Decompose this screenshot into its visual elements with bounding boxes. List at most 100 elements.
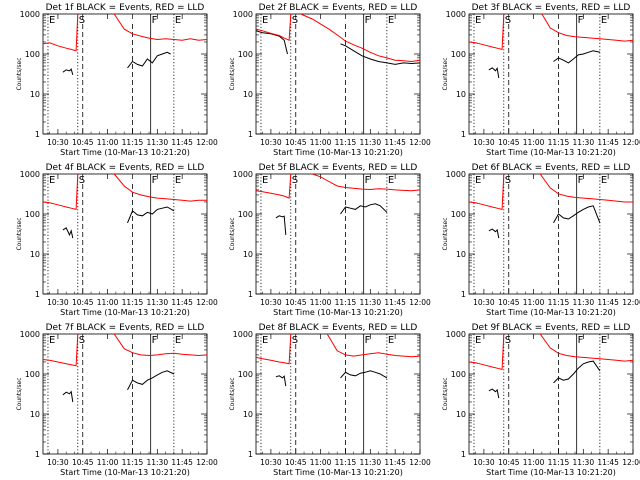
plot-frame bbox=[468, 173, 634, 295]
y-tick-label: 100 bbox=[238, 210, 253, 219]
plot-frame bbox=[468, 13, 634, 135]
marker-label: S bbox=[505, 175, 511, 186]
y-tick-label: 1000 bbox=[20, 330, 40, 339]
x-tick-label: 10:30 bbox=[47, 138, 69, 147]
y-tick-label: 1 bbox=[35, 450, 40, 459]
x-tick-label: 10:30 bbox=[47, 458, 69, 467]
x-tick-label: 10:45 bbox=[498, 298, 520, 307]
marker-label: S bbox=[292, 15, 298, 26]
y-tick-label: 10 bbox=[30, 410, 40, 419]
lld-series-line bbox=[42, 13, 79, 52]
events-series-line bbox=[62, 68, 74, 76]
x-tick-label: 10:45 bbox=[498, 458, 520, 467]
panel-det-7: Det 7f BLACK = Events, RED = LLD 1 10 100 10… bbox=[16, 323, 218, 477]
y-tick-label: 100 bbox=[451, 50, 466, 59]
y-tick-label: 100 bbox=[238, 370, 253, 379]
x-axis-label: Start Time (10-Mar-13 10:21:20) bbox=[273, 308, 403, 317]
marker-label: E bbox=[475, 15, 481, 26]
y-tick-label: 10 bbox=[30, 250, 40, 259]
x-tick-label: 11:15 bbox=[122, 298, 144, 307]
x-tick-label: 12:00 bbox=[196, 298, 218, 307]
plot-frame bbox=[468, 333, 634, 455]
events-series-line bbox=[553, 360, 601, 384]
y-tick-label: 10 bbox=[456, 90, 466, 99]
y-axis-label: Counts/sec bbox=[229, 57, 236, 90]
x-tick-label: 10:45 bbox=[72, 458, 94, 467]
y-tick-label: 100 bbox=[238, 50, 253, 59]
y-tick-label: 100 bbox=[451, 210, 466, 219]
plot-frame bbox=[255, 13, 421, 135]
lld-series-line bbox=[468, 333, 505, 371]
marker-label: S bbox=[79, 335, 85, 346]
x-tick-label: 12:00 bbox=[409, 298, 431, 307]
x-tick-label: 11:00 bbox=[97, 458, 119, 467]
lld-series-line bbox=[113, 13, 208, 41]
x-tick-label: 11:00 bbox=[523, 458, 545, 467]
marker-label: E bbox=[49, 15, 55, 26]
events-series-line bbox=[62, 227, 74, 239]
events-series-line bbox=[553, 50, 601, 64]
marker-label: F bbox=[365, 335, 371, 346]
marker-label: F bbox=[578, 15, 584, 26]
x-tick-label: 11:45 bbox=[171, 138, 193, 147]
y-tick-label: 1000 bbox=[446, 330, 466, 339]
x-tick-label: 11:00 bbox=[523, 298, 545, 307]
marker-label: S bbox=[79, 15, 85, 26]
marker-label: E bbox=[49, 335, 55, 346]
y-tick-label: 100 bbox=[451, 370, 466, 379]
x-tick-label: 11:15 bbox=[548, 298, 570, 307]
events-series-line bbox=[553, 205, 601, 224]
panel-title: Det 5f BLACK = Events, RED = LLD bbox=[259, 163, 418, 173]
x-tick-label: 11:15 bbox=[122, 138, 144, 147]
x-tick-label: 11:00 bbox=[97, 298, 119, 307]
panel-det-5: Det 5f BLACK = Events, RED = LLD 1 10 100 10… bbox=[229, 163, 431, 317]
y-tick-label: 1 bbox=[35, 130, 40, 139]
marker-label: F bbox=[578, 335, 584, 346]
x-tick-label: 11:15 bbox=[335, 138, 357, 147]
x-axis-label: Start Time (10-Mar-13 10:21:20) bbox=[60, 308, 190, 317]
x-tick-label: 11:00 bbox=[310, 138, 332, 147]
panel-det-1: Det 1f BLACK = Events, RED = LLD 1 10 100 10… bbox=[16, 3, 218, 157]
events-series-line bbox=[62, 390, 74, 403]
x-tick-label: 11:15 bbox=[122, 458, 144, 467]
panel-det-6: Det 6f BLACK = Events, RED = LLD 1 10 100 10… bbox=[442, 163, 640, 317]
y-tick-label: 1000 bbox=[446, 10, 466, 19]
x-tick-label: 11:00 bbox=[523, 138, 545, 147]
lld-series-line bbox=[541, 13, 634, 42]
x-tick-label: 11:45 bbox=[171, 298, 193, 307]
y-tick-label: 1000 bbox=[233, 170, 253, 179]
x-tick-label: 10:45 bbox=[285, 458, 307, 467]
panel-det-8: Det 8f BLACK = Events, RED = LLD 1 10 100 10… bbox=[229, 323, 431, 477]
events-series-line bbox=[488, 66, 500, 79]
x-tick-label: 11:30 bbox=[572, 298, 594, 307]
x-tick-label: 11:15 bbox=[335, 298, 357, 307]
lld-series-line bbox=[42, 333, 79, 367]
marker-label: F bbox=[152, 175, 158, 186]
x-tick-label: 11:15 bbox=[548, 138, 570, 147]
x-tick-label: 11:30 bbox=[572, 458, 594, 467]
x-tick-label: 11:30 bbox=[146, 298, 168, 307]
x-tick-label: 11:15 bbox=[335, 458, 357, 467]
x-tick-label: 10:30 bbox=[47, 298, 69, 307]
y-tick-label: 1000 bbox=[233, 330, 253, 339]
marker-label: S bbox=[292, 175, 298, 186]
events-series-line bbox=[340, 370, 388, 379]
y-tick-label: 10 bbox=[30, 90, 40, 99]
x-tick-label: 11:00 bbox=[97, 138, 119, 147]
marker-label: E bbox=[262, 335, 268, 346]
lld-series-line bbox=[468, 173, 505, 211]
y-tick-label: 1000 bbox=[20, 170, 40, 179]
y-tick-label: 1 bbox=[248, 450, 253, 459]
y-axis-label: Counts/sec bbox=[229, 217, 236, 250]
marker-label: F bbox=[365, 175, 371, 186]
x-axis-label: Start Time (10-Mar-13 10:21:20) bbox=[486, 468, 616, 477]
events-series-line bbox=[127, 51, 171, 69]
y-tick-label: 10 bbox=[243, 250, 253, 259]
x-tick-label: 11:30 bbox=[572, 138, 594, 147]
x-tick-label: 12:00 bbox=[196, 458, 218, 467]
y-axis-label: Counts/sec bbox=[442, 217, 449, 250]
marker-label: E bbox=[475, 175, 481, 186]
y-tick-label: 1 bbox=[461, 290, 466, 299]
x-tick-label: 10:30 bbox=[260, 298, 282, 307]
